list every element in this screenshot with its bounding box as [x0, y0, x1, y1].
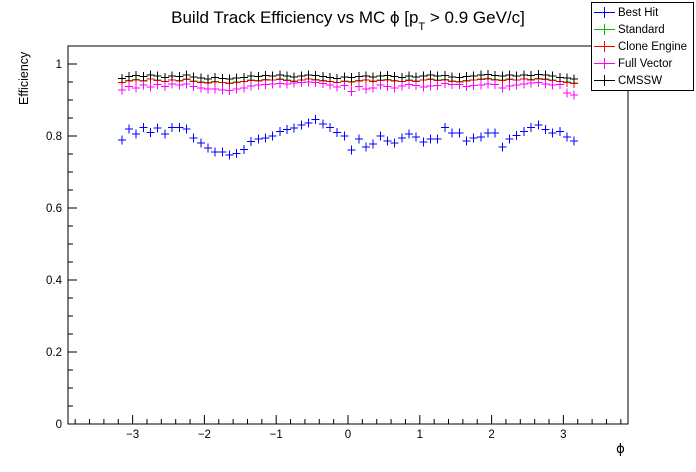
x-axis-tick-labels: −3 −2 −1 0 1 2 3 [126, 429, 567, 441]
svg-text:0: 0 [345, 429, 351, 441]
svg-text:0.2: 0.2 [46, 347, 62, 359]
chart-title-prefix: Build Track Efficiency vs MC ϕ [p [171, 8, 419, 27]
best-hit-marker-icon [594, 7, 615, 18]
svg-text:−3: −3 [126, 429, 139, 441]
svg-text:3: 3 [560, 429, 566, 441]
svg-text:−1: −1 [270, 429, 283, 441]
legend-item-best-hit: Best Hit [594, 5, 693, 21]
y-axis-ticks [68, 45, 77, 407]
series-markers-full-vector [118, 77, 578, 100]
legend-item-full-vector: Full Vector [594, 56, 693, 72]
chart-title-subscript: T [418, 21, 426, 34]
full-vector-marker-icon [594, 58, 615, 69]
legend-label: Full Vector [618, 57, 673, 70]
svg-text:1: 1 [417, 429, 423, 441]
legend-label: CMSSW [618, 74, 663, 87]
series-markers-cmssw [118, 70, 578, 84]
svg-text:1: 1 [56, 59, 62, 71]
svg-text:0.8: 0.8 [46, 131, 62, 143]
chart-title: Build Track Efficiency vs MC ϕ [pT > 0.9… [0, 8, 696, 34]
x-axis-title: ϕ [616, 441, 625, 457]
svg-text:0.4: 0.4 [46, 275, 63, 287]
svg-text:0: 0 [56, 419, 62, 431]
legend-label: Standard [618, 23, 665, 36]
legend-item-cmssw: CMSSW [594, 73, 693, 89]
cmssw-marker-icon [594, 75, 615, 86]
legend-label: Best Hit [618, 6, 659, 19]
svg-text:2: 2 [488, 429, 494, 441]
legend-item-clone-engine: Clone Engine [594, 39, 693, 55]
x-axis-ticks [74, 415, 622, 424]
chart-title-suffix: > 0.9 GeV/c] [425, 8, 525, 27]
y-axis-title: Efficiency [17, 51, 31, 105]
svg-text:−2: −2 [198, 429, 211, 441]
svg-text:0.6: 0.6 [46, 203, 62, 215]
legend-label: Clone Engine [618, 40, 688, 53]
standard-marker-icon [594, 24, 615, 35]
plot-frame [67, 45, 629, 425]
legend-item-standard: Standard [594, 22, 693, 38]
series-markers-best-hit [118, 115, 578, 160]
y-axis-tick-labels: 0 0.2 0.4 0.6 0.8 1 [46, 59, 63, 431]
clone-engine-marker-icon [594, 41, 615, 52]
legend-box: Best Hit Standard Clone Engine Full Vect… [591, 2, 694, 91]
